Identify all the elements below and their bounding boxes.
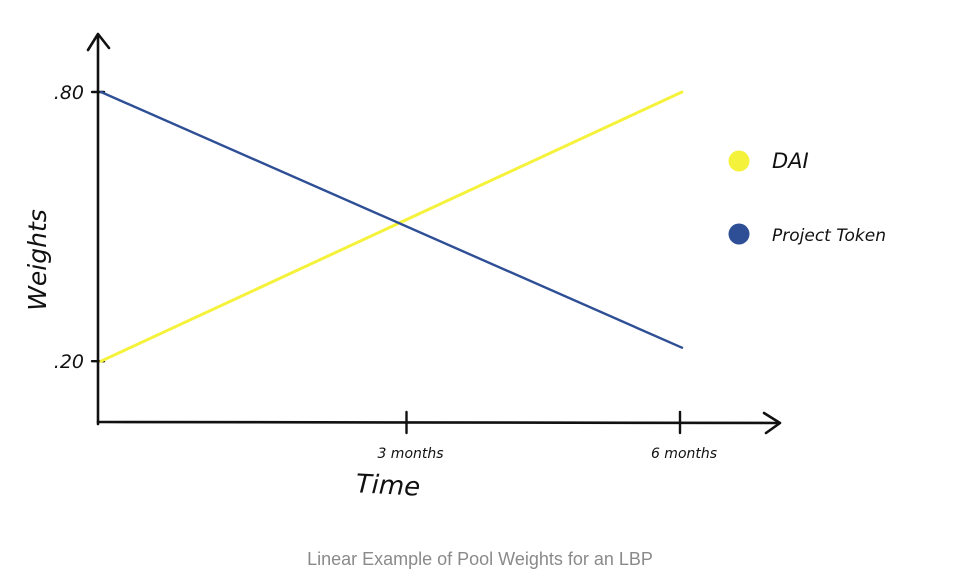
x-axis-arrowhead: [762, 411, 782, 435]
y-axis-label: Weights: [23, 209, 52, 311]
pool-weights-chart: 3 months 6 months .20 .80 Time Weights DAI P…: [23, 32, 886, 503]
series-lines: [99, 90, 684, 363]
x-axis: [96, 420, 780, 425]
axes: [86, 32, 782, 435]
y-tick-label: .20: [54, 351, 84, 373]
series-line-project-token: [99, 90, 684, 349]
legend-swatch: [728, 223, 750, 245]
legend-label: DAI: [772, 149, 809, 173]
x-axis-label: Time: [355, 469, 421, 502]
x-tick-label: 6 months: [651, 446, 717, 462]
y-tick-label: .80: [54, 82, 84, 104]
legend-label: Project Token: [772, 226, 886, 246]
legend: DAI Project Token: [728, 149, 886, 246]
x-tick-label: 3 months: [377, 446, 443, 462]
y-axis-arrowhead: [86, 32, 111, 52]
ticks: 3 months 6 months .20 .80: [54, 82, 717, 462]
figure-caption: Linear Example of Pool Weights for an LB…: [307, 549, 653, 569]
series-line-dai: [99, 90, 684, 363]
legend-swatch: [728, 150, 750, 172]
